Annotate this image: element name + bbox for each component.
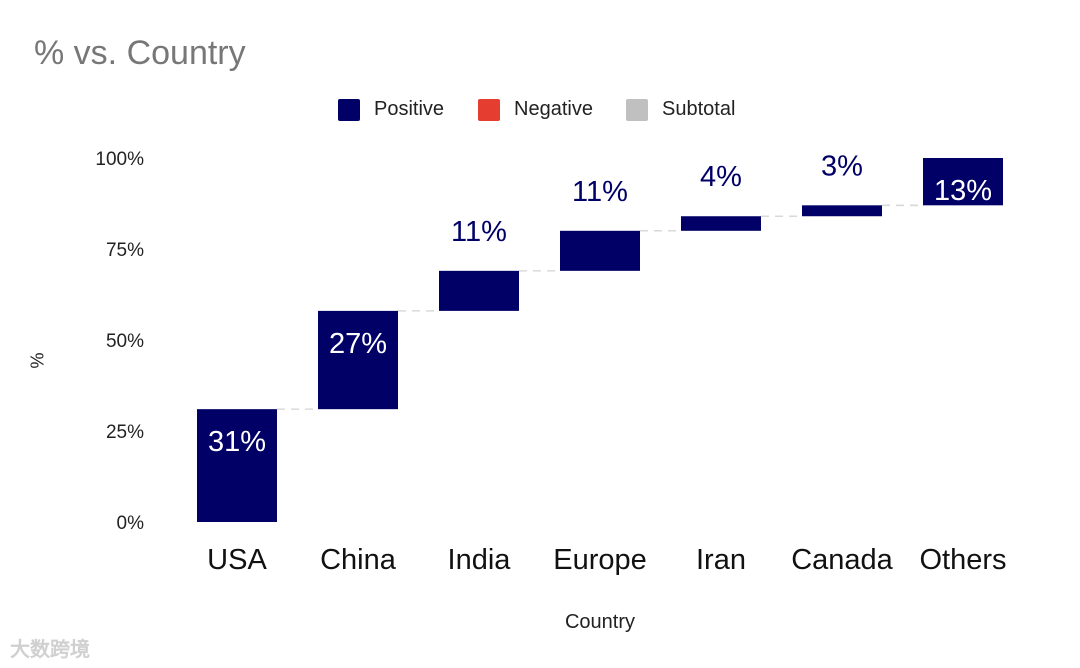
- data-label: 11%: [572, 176, 628, 208]
- x-tick-label: Europe: [553, 544, 647, 576]
- bar-usa: [197, 409, 277, 522]
- chart-title: % vs. Country: [34, 34, 246, 72]
- x-tick-label: China: [320, 544, 397, 576]
- bar-others: [923, 158, 1003, 206]
- legend: Positive Negative Subtotal: [0, 98, 1080, 126]
- legend-label-negative: Negative: [514, 98, 593, 120]
- data-label: 4%: [700, 161, 742, 193]
- data-label: 13%: [934, 175, 992, 207]
- legend-item-positive[interactable]: Positive: [338, 98, 444, 121]
- legend-label-positive: Positive: [374, 98, 445, 120]
- x-tick-label: Canada: [791, 544, 893, 576]
- x-tick-label: USA: [207, 544, 267, 576]
- bar-india: [439, 270, 519, 311]
- x-axis-label: Country: [564, 611, 636, 633]
- y-tick-label: 100%: [95, 149, 144, 170]
- x-tick-label: India: [448, 544, 512, 576]
- watermark: 大数跨境: [10, 639, 90, 661]
- legend-swatch-positive: [338, 98, 360, 121]
- legend-label-subtotal: Subtotal: [662, 98, 736, 120]
- data-label: 31%: [208, 426, 266, 458]
- data-label: 11%: [451, 216, 507, 248]
- data-label: 3%: [821, 150, 863, 182]
- legend-item-subtotal[interactable]: Subtotal: [626, 98, 735, 121]
- x-tick-label: Iran: [696, 544, 746, 576]
- x-tick-label: Others: [919, 544, 1006, 576]
- bar-europe: [560, 230, 640, 271]
- y-tick-label: 50%: [106, 331, 144, 352]
- legend-swatch-negative: [478, 98, 500, 121]
- data-label: 27%: [329, 328, 387, 360]
- y-tick-label: 0%: [117, 513, 145, 534]
- bar-china: [318, 310, 398, 410]
- legend-item-negative[interactable]: Negative: [478, 98, 593, 121]
- y-tick-label: 25%: [106, 422, 144, 443]
- legend-swatch-subtotal: [626, 98, 648, 121]
- bar-canada: [802, 205, 882, 217]
- y-tick-label: 75%: [106, 240, 144, 261]
- bar-iran: [681, 216, 761, 231]
